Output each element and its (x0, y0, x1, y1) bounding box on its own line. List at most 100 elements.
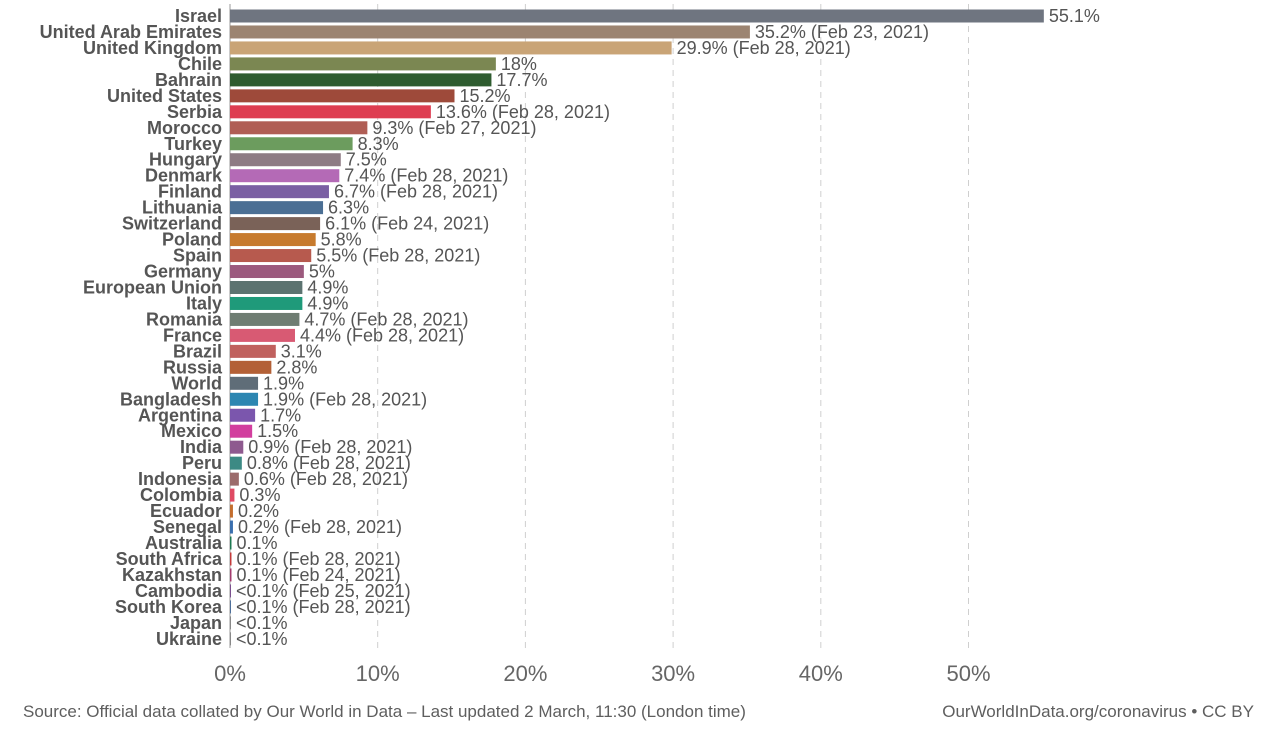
value-label: <0.1% (236, 613, 288, 633)
category-label: Brazil (173, 341, 222, 361)
category-label: South Africa (116, 549, 223, 569)
category-label: United States (107, 86, 222, 106)
label-layer: Israel 55.1% United Arab Emirates 35.2% (Fe… (40, 6, 1100, 649)
x-tick-label: 30% (651, 661, 695, 686)
bar-bangladesh[interactable] (230, 392, 259, 406)
bar-japan[interactable] (230, 616, 231, 630)
bar-senegal[interactable] (230, 520, 233, 534)
category-label: Switzerland (122, 214, 222, 234)
x-tick-label: 40% (799, 661, 843, 686)
value-label: 4.4% (Feb 28, 2021) (300, 325, 464, 345)
value-label: 1.9% (263, 373, 304, 393)
category-label: Japan (170, 613, 222, 633)
bar-cambodia[interactable] (230, 584, 231, 598)
bar-european-union[interactable] (230, 280, 303, 294)
category-label: Senegal (153, 517, 222, 537)
value-label: <0.1% (Feb 28, 2021) (236, 597, 411, 617)
value-label: 8.3% (358, 134, 399, 154)
bar-morocco[interactable] (230, 121, 368, 135)
source-note: Source: Official data collated by Our Wo… (23, 702, 746, 721)
bar-russia[interactable] (230, 360, 272, 374)
value-label: 6.1% (Feb 24, 2021) (325, 214, 489, 234)
bar-bahrain[interactable] (230, 73, 492, 87)
value-label: 9.3% (Feb 27, 2021) (372, 118, 536, 138)
value-label: 0.1% (Feb 28, 2021) (236, 549, 400, 569)
value-label: 3.1% (281, 341, 322, 361)
bar-brazil[interactable] (230, 344, 276, 358)
bar-chile[interactable] (230, 57, 496, 71)
bar-romania[interactable] (230, 312, 300, 326)
x-tick-label: 50% (946, 661, 990, 686)
x-tick-label: 10% (356, 661, 400, 686)
bar-lithuania[interactable] (230, 201, 324, 215)
bar-united-states[interactable] (230, 89, 455, 103)
category-label: Israel (175, 6, 222, 26)
x-tick-label: 0% (214, 661, 246, 686)
category-label: Lithuania (142, 198, 223, 218)
bar-denmark[interactable] (230, 169, 340, 183)
value-label: 0.1% (Feb 24, 2021) (236, 565, 400, 585)
bar-finland[interactable] (230, 185, 329, 199)
category-label: Russia (163, 357, 223, 377)
bar-ukraine[interactable] (230, 632, 231, 646)
bar-germany[interactable] (230, 265, 304, 279)
category-label: Mexico (161, 421, 222, 441)
value-label: 7.5% (346, 150, 387, 170)
category-label: South Korea (115, 597, 223, 617)
category-label: World (171, 373, 222, 393)
bar-ecuador[interactable] (230, 504, 233, 518)
value-label: 55.1% (1049, 6, 1100, 26)
value-label: 1.7% (260, 405, 301, 425)
value-label: <0.1% (Feb 25, 2021) (236, 581, 411, 601)
value-label: 29.9% (Feb 28, 2021) (677, 38, 851, 58)
bar-spain[interactable] (230, 249, 312, 263)
category-label: Chile (178, 54, 222, 74)
bar-mexico[interactable] (230, 424, 253, 438)
value-label: 35.2% (Feb 23, 2021) (755, 22, 929, 42)
bar-israel[interactable] (230, 9, 1044, 23)
bar-south-africa[interactable] (230, 552, 232, 566)
bar-colombia[interactable] (230, 488, 235, 502)
value-label: 13.6% (Feb 28, 2021) (436, 102, 610, 122)
category-label: Spain (173, 246, 222, 266)
bar-poland[interactable] (230, 233, 316, 247)
bar-italy[interactable] (230, 296, 303, 310)
category-label: France (163, 325, 222, 345)
bar-world[interactable] (230, 376, 259, 390)
bar-serbia[interactable] (230, 105, 431, 119)
credit-link[interactable]: OurWorldInData.org/coronavirus • CC BY (942, 702, 1254, 721)
bar-turkey[interactable] (230, 137, 353, 151)
bar-kazakhstan[interactable] (230, 568, 232, 582)
bar-united-kingdom[interactable] (230, 41, 672, 55)
bar-argentina[interactable] (230, 408, 256, 422)
value-label: 6.7% (Feb 28, 2021) (334, 182, 498, 202)
bar-indonesia[interactable] (230, 472, 239, 486)
bar-united-arab-emirates[interactable] (230, 25, 750, 39)
bar-australia[interactable] (230, 536, 232, 550)
category-label: Peru (182, 453, 222, 473)
category-label: Ukraine (156, 629, 222, 649)
category-label: Argentina (138, 405, 223, 425)
bar-india[interactable] (230, 440, 244, 454)
value-label: <0.1% (236, 629, 288, 649)
category-label: Cambodia (135, 581, 223, 601)
bar-peru[interactable] (230, 456, 242, 470)
bar-switzerland[interactable] (230, 217, 321, 231)
category-label: Turkey (164, 134, 222, 154)
value-label: 5% (309, 262, 335, 282)
bar-south-korea[interactable] (230, 600, 231, 614)
bar-hungary[interactable] (230, 153, 341, 167)
category-label: Denmark (145, 166, 223, 186)
category-label: Bahrain (155, 70, 222, 90)
value-label: 7.4% (Feb 28, 2021) (344, 166, 508, 186)
x-tick-label: 20% (503, 661, 547, 686)
bar-france[interactable] (230, 328, 295, 342)
value-label: 0.6% (Feb 28, 2021) (244, 469, 408, 489)
category-label: European Union (83, 277, 222, 297)
value-label: 4.9% (307, 293, 348, 313)
value-label: 15.2% (460, 86, 511, 106)
value-label: 0.2% (238, 501, 279, 521)
category-label: United Kingdom (83, 38, 222, 58)
